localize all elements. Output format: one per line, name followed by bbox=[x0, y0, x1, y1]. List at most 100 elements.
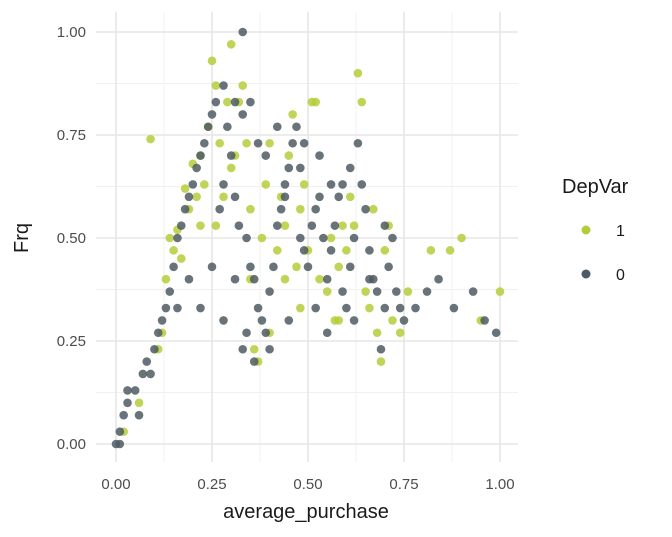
point-series-0-31 bbox=[226, 151, 236, 160]
point-series-1-29 bbox=[257, 233, 267, 243]
point-series-1-44 bbox=[322, 287, 332, 296]
point-series-0-52 bbox=[307, 221, 317, 230]
point-series-0-92 bbox=[184, 274, 194, 284]
point-series-0-53 bbox=[311, 204, 320, 214]
point-series-0-85 bbox=[242, 328, 251, 338]
point-series-0-89 bbox=[207, 262, 217, 272]
point-series-0-39 bbox=[257, 316, 267, 325]
point-series-0-99 bbox=[380, 221, 390, 230]
point-series-0-65 bbox=[357, 180, 367, 189]
point-series-0-66 bbox=[361, 204, 370, 214]
point-series-0-108 bbox=[230, 97, 240, 107]
point-series-1-30 bbox=[261, 180, 271, 189]
y-tick-label-0: 0.00 bbox=[57, 436, 86, 453]
point-series-1-55 bbox=[365, 303, 374, 313]
point-series-0-97 bbox=[349, 316, 359, 325]
point-series-0-5 bbox=[123, 386, 132, 395]
point-series-0-35 bbox=[242, 233, 251, 243]
x-axis-title: average_purchase bbox=[223, 501, 389, 523]
point-series-1-21 bbox=[223, 97, 232, 107]
point-series-0-46 bbox=[284, 163, 294, 173]
point-series-0-7 bbox=[134, 410, 144, 420]
x-tick-label-1: 0.25 bbox=[197, 476, 226, 493]
point-series-0-28 bbox=[215, 204, 224, 214]
point-series-1-38 bbox=[296, 204, 305, 214]
point-series-1-20 bbox=[219, 192, 228, 202]
point-series-0-8 bbox=[138, 369, 148, 379]
point-series-0-104 bbox=[272, 122, 282, 132]
point-series-1-52 bbox=[353, 68, 363, 78]
point-series-1-42 bbox=[311, 97, 320, 107]
point-series-0-60 bbox=[338, 287, 347, 296]
data-points bbox=[111, 27, 505, 449]
point-series-0-37 bbox=[249, 274, 259, 284]
point-series-0-83 bbox=[491, 328, 501, 338]
point-series-0-100 bbox=[345, 163, 355, 173]
point-series-0-25 bbox=[203, 122, 213, 132]
point-series-0-91 bbox=[196, 303, 205, 313]
point-series-0-64 bbox=[353, 138, 363, 148]
point-series-1-53 bbox=[357, 97, 367, 107]
point-series-0-61 bbox=[342, 303, 351, 313]
point-series-0-32 bbox=[230, 192, 240, 202]
point-series-0-59 bbox=[334, 192, 344, 202]
point-series-1-43 bbox=[315, 274, 324, 284]
point-series-1-35 bbox=[284, 151, 294, 160]
point-series-1-77 bbox=[280, 274, 290, 284]
point-series-0-105 bbox=[253, 138, 263, 148]
x-tick-label-4: 1.00 bbox=[485, 476, 514, 493]
legend-label-1: 1 bbox=[616, 223, 625, 240]
y-axis-title: Frq bbox=[11, 223, 33, 253]
point-series-1-39 bbox=[299, 180, 309, 189]
point-series-1-75 bbox=[226, 163, 236, 173]
point-series-0-4 bbox=[123, 398, 132, 408]
point-series-0-71 bbox=[380, 303, 390, 313]
point-series-1-1 bbox=[134, 398, 144, 408]
point-series-1-59 bbox=[380, 246, 390, 255]
y-tick-label-1: 0.25 bbox=[57, 333, 86, 350]
point-series-0-24 bbox=[200, 138, 209, 148]
point-series-0-102 bbox=[315, 151, 324, 160]
point-series-1-71 bbox=[296, 303, 305, 313]
point-series-1-10 bbox=[180, 184, 190, 193]
point-series-0-72 bbox=[384, 262, 393, 272]
point-series-0-3 bbox=[119, 410, 128, 420]
point-series-1-73 bbox=[211, 221, 221, 230]
point-series-0-70 bbox=[376, 344, 386, 354]
point-series-0-75 bbox=[395, 303, 405, 313]
point-series-0-18 bbox=[176, 221, 186, 230]
point-series-0-90 bbox=[230, 274, 240, 284]
point-series-0-79 bbox=[434, 274, 443, 284]
point-series-0-69 bbox=[372, 287, 382, 296]
point-series-0-57 bbox=[326, 246, 336, 255]
point-series-1-6 bbox=[165, 233, 175, 243]
point-series-1-69 bbox=[249, 344, 259, 354]
point-series-0-109 bbox=[246, 97, 255, 107]
point-series-1-7 bbox=[169, 246, 178, 255]
point-series-0-36 bbox=[246, 262, 255, 272]
point-series-0-73 bbox=[388, 233, 397, 243]
point-series-0-6 bbox=[130, 386, 140, 395]
point-series-1-54 bbox=[361, 287, 370, 296]
point-series-1-63 bbox=[403, 287, 413, 296]
point-series-1-51 bbox=[349, 221, 359, 230]
point-series-0-14 bbox=[161, 303, 171, 313]
point-series-0-26 bbox=[207, 110, 217, 119]
point-series-0-62 bbox=[345, 262, 355, 272]
y-tick-label-4: 1.00 bbox=[57, 24, 86, 41]
point-series-0-58 bbox=[330, 221, 340, 230]
point-series-1-5 bbox=[161, 274, 171, 284]
point-series-0-17 bbox=[173, 233, 182, 243]
point-series-0-20 bbox=[184, 192, 194, 202]
point-series-0-27 bbox=[211, 97, 221, 107]
point-series-0-113 bbox=[326, 180, 336, 189]
point-series-0-55 bbox=[319, 233, 328, 243]
point-series-0-34 bbox=[238, 27, 248, 37]
point-series-0-76 bbox=[399, 316, 409, 325]
point-series-1-65 bbox=[445, 246, 455, 255]
point-series-1-34 bbox=[280, 221, 290, 230]
point-series-0-80 bbox=[449, 303, 459, 313]
point-series-1-61 bbox=[388, 316, 397, 325]
y-tick-label-3: 0.75 bbox=[57, 127, 86, 144]
point-series-0-110 bbox=[261, 151, 271, 160]
